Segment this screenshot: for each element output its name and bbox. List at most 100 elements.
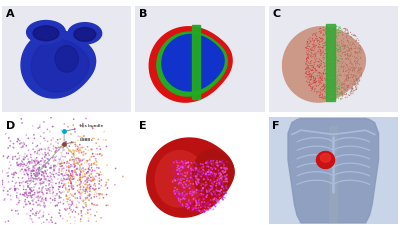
Point xyxy=(202,205,208,209)
Point xyxy=(305,52,312,56)
Point xyxy=(36,176,42,180)
Point xyxy=(306,42,313,45)
Point xyxy=(322,52,328,56)
Point xyxy=(188,189,195,192)
Point xyxy=(206,203,212,207)
Point xyxy=(37,181,44,185)
Point xyxy=(34,171,40,175)
Point xyxy=(53,140,59,144)
Point xyxy=(82,188,89,191)
Point xyxy=(315,78,322,82)
Point xyxy=(208,175,215,178)
Point xyxy=(304,63,310,67)
Point xyxy=(209,159,216,162)
Point xyxy=(9,179,16,183)
Point xyxy=(31,197,37,201)
Point xyxy=(39,186,45,190)
Point xyxy=(35,126,42,130)
Point xyxy=(90,177,96,180)
Point xyxy=(83,203,89,207)
Point xyxy=(320,88,327,91)
Point xyxy=(84,176,91,180)
Point xyxy=(77,148,83,152)
Point xyxy=(339,57,345,60)
Point xyxy=(76,160,83,164)
Point xyxy=(210,190,216,194)
Point xyxy=(51,164,57,167)
Point xyxy=(349,74,355,78)
Point xyxy=(311,75,317,79)
Point xyxy=(306,45,312,48)
Point xyxy=(349,86,355,89)
Point xyxy=(352,55,358,58)
Point xyxy=(208,187,214,190)
Point xyxy=(41,200,47,204)
Point xyxy=(329,80,336,83)
Point xyxy=(220,185,226,189)
Point xyxy=(330,35,336,39)
Point xyxy=(20,188,27,191)
Point xyxy=(216,180,222,184)
Point xyxy=(212,196,218,200)
Point xyxy=(48,167,54,171)
Point xyxy=(343,74,350,77)
Point xyxy=(345,67,352,71)
Point xyxy=(326,73,333,77)
Point xyxy=(333,25,340,28)
Point xyxy=(338,56,344,60)
Point xyxy=(92,152,99,156)
Point xyxy=(97,186,103,190)
Point xyxy=(329,93,336,97)
Point xyxy=(193,200,200,203)
Point xyxy=(40,173,47,176)
Point xyxy=(303,60,310,63)
Point xyxy=(173,182,180,185)
Point xyxy=(304,53,310,56)
Point xyxy=(317,87,324,90)
Point xyxy=(350,87,356,91)
Point xyxy=(337,91,344,95)
Point xyxy=(177,183,184,187)
Point xyxy=(338,86,345,90)
Point xyxy=(100,138,107,142)
Point xyxy=(339,28,345,32)
Point xyxy=(20,144,26,148)
Point xyxy=(53,148,60,152)
Point xyxy=(308,78,314,81)
Point xyxy=(330,45,336,49)
Point xyxy=(215,200,222,204)
Point xyxy=(317,71,324,75)
Point xyxy=(96,172,102,176)
Point xyxy=(334,57,340,61)
Point xyxy=(196,172,202,176)
Point xyxy=(324,79,331,83)
Point xyxy=(217,171,223,175)
Point xyxy=(180,166,186,170)
Point xyxy=(203,161,209,165)
Point xyxy=(344,74,350,78)
Point xyxy=(196,181,203,185)
Point xyxy=(74,200,81,203)
Point xyxy=(307,78,314,81)
Point xyxy=(22,195,28,198)
Point xyxy=(176,191,182,194)
Point xyxy=(174,179,181,182)
Point xyxy=(14,196,20,199)
Point xyxy=(321,41,328,45)
Point xyxy=(354,61,360,65)
Point xyxy=(309,88,316,91)
Point xyxy=(308,76,314,79)
Point xyxy=(198,203,204,206)
Point xyxy=(313,80,320,83)
Point xyxy=(62,155,68,159)
Point xyxy=(334,35,340,39)
Point xyxy=(184,193,190,196)
Point xyxy=(177,172,183,175)
Point xyxy=(74,173,80,177)
Point xyxy=(50,144,57,148)
Point xyxy=(95,138,102,141)
Polygon shape xyxy=(155,151,207,207)
Point xyxy=(31,193,37,196)
Point xyxy=(72,196,79,199)
Point xyxy=(189,206,195,210)
